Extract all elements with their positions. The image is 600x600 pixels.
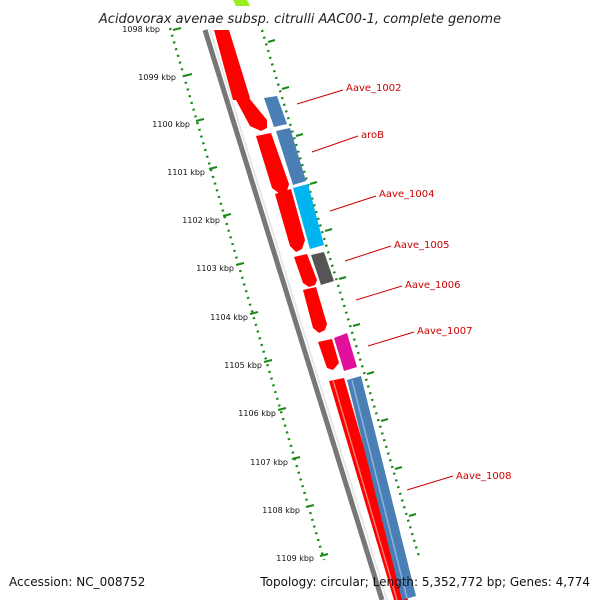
- outer-tick: [281, 86, 290, 90]
- backbone-highlight: [209, 29, 388, 600]
- kbp-label: 1108 kbp: [262, 506, 300, 515]
- kbp-tick: [183, 73, 193, 77]
- kbp-label: 1107 kbp: [250, 458, 288, 467]
- leader-line: [329, 195, 377, 212]
- outer-tick: [380, 418, 389, 422]
- kbp-label: 1101 kbp: [167, 168, 205, 177]
- kbp-tick: [277, 407, 287, 411]
- kbp-tick: [235, 262, 245, 266]
- kbp-label: 1099 kbp: [138, 73, 176, 82]
- gene-label-aave-1007: Aave_1007: [417, 326, 473, 337]
- gene-block-steelblue: [264, 96, 287, 127]
- kbp-tick: [208, 166, 218, 170]
- genome-backbone: [202, 29, 388, 600]
- kbp-label: 1100 kbp: [152, 120, 190, 129]
- outer-tick: [309, 181, 318, 185]
- gene-block-gray: [311, 252, 334, 285]
- kbp-tick: [291, 456, 301, 460]
- gene-track: [233, 0, 416, 600]
- cds-arrow: [294, 254, 317, 287]
- gene-label-aave-1002: Aave_1002: [346, 83, 402, 94]
- kbp-tick: [195, 118, 205, 122]
- cds-arrow-shine: [332, 379, 398, 600]
- kbp-tick: [305, 504, 315, 508]
- outer-tick: [352, 323, 361, 327]
- cds-arrow: [303, 287, 327, 333]
- genome-summary-text: Topology: circular; Length: 5,352,772 bp…: [259, 575, 590, 589]
- kbp-tick: [319, 553, 329, 557]
- gene-leader-lines: [296, 89, 454, 491]
- gene-block-steelblue: [347, 376, 416, 600]
- kbp-tick: [263, 359, 273, 363]
- outer-tick: [366, 371, 375, 375]
- gene-label-aave-1004: Aave_1004: [379, 189, 435, 200]
- outer-tick: [295, 133, 304, 137]
- kbp-label: 1104 kbp: [210, 313, 248, 322]
- cds-arrow: [256, 133, 289, 194]
- gene-block-magenta: [334, 333, 357, 371]
- backbone-line: [202, 29, 385, 600]
- map-title: Acidovorax avenae subsp. citrulli AAC00-…: [98, 12, 501, 27]
- kbp-label: 1103 kbp: [196, 264, 234, 273]
- outer-tick: [408, 513, 417, 517]
- gene-label-aave-1006: Aave_1006: [405, 280, 461, 291]
- outer-tick: [324, 228, 333, 232]
- cds-arrow: [236, 98, 267, 131]
- kbp-dotted-line: [168, 27, 326, 561]
- gene-block-cyan: [293, 184, 324, 249]
- accession-text: Accession: NC_008752: [9, 575, 145, 589]
- leader-line: [367, 331, 415, 347]
- kbp-tick: [172, 27, 182, 31]
- cds-arrow: [214, 30, 250, 100]
- gene-label-aave-1008: Aave_1008: [456, 471, 512, 482]
- kbp-tick: [222, 213, 232, 217]
- kbp-label: 1102 kbp: [182, 216, 220, 225]
- outer-tick: [338, 276, 347, 280]
- gene-block-shine: [351, 379, 408, 599]
- leader-line: [296, 89, 344, 105]
- outer-tick: [267, 39, 276, 43]
- cds-arrow: [275, 189, 305, 252]
- gene-labels: Aave_1002 aroB Aave_1004 Aave_1005 Aave_…: [346, 83, 512, 482]
- leader-line: [406, 475, 454, 491]
- cds-arrow: [318, 339, 339, 370]
- kbp-scale: [168, 27, 329, 561]
- kbp-label: 1106 kbp: [238, 409, 276, 418]
- outer-dotted-line: [260, 29, 422, 561]
- leader-line: [311, 135, 359, 153]
- gene-block-steelblue: [276, 128, 306, 185]
- leader-line: [344, 245, 392, 262]
- leader-line: [355, 285, 403, 301]
- kbp-label: 1098 kbp: [122, 25, 160, 34]
- gene-label-arob: aroB: [361, 130, 384, 141]
- kbp-labels: 1098 kbp 1099 kbp 1100 kbp 1101 kbp 1102…: [122, 25, 314, 563]
- gene-label-aave-1005: Aave_1005: [394, 240, 450, 251]
- kbp-tick: [249, 311, 259, 315]
- kbp-label: 1109 kbp: [276, 554, 314, 563]
- outer-tick: [394, 466, 403, 470]
- outer-tick-line: [260, 29, 422, 561]
- kbp-label: 1105 kbp: [224, 361, 262, 370]
- gene-block-lime: [233, 0, 250, 6]
